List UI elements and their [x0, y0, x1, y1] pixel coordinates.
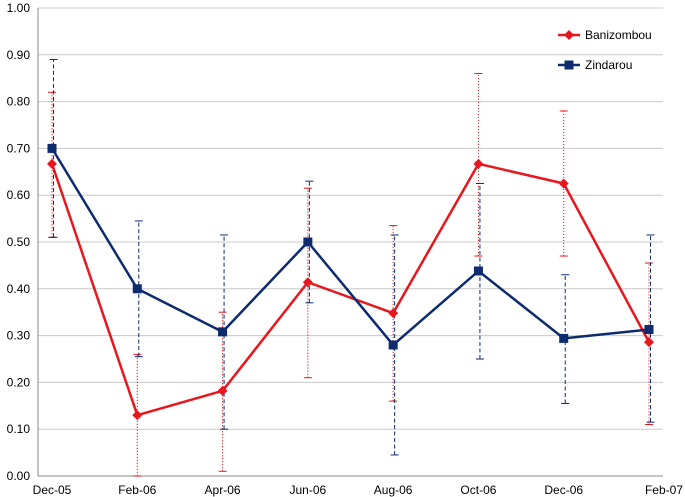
x-axis-ticks: Dec-05 Feb-06 Apr-06 Jun-06 Aug-06 Oct-06 Dec-… — [33, 483, 684, 497]
y-tick-label: 0.50 — [7, 235, 31, 249]
data-point — [47, 143, 57, 153]
legend: Banizombou Zindarou — [558, 28, 652, 72]
x-tick-label: Feb-07 — [645, 483, 683, 497]
y-tick-label: 0.00 — [7, 469, 31, 483]
x-tick-label: Aug-06 — [374, 483, 413, 497]
data-point — [473, 266, 483, 276]
y-tick-label: 0.70 — [7, 141, 31, 155]
series-line — [50, 162, 651, 417]
data-point — [388, 340, 398, 350]
x-tick-label: Jun-06 — [290, 483, 327, 497]
y-tick-label: 0.80 — [7, 95, 31, 109]
data-point — [473, 158, 484, 169]
x-tick-label: Oct-06 — [460, 483, 496, 497]
y-tick-label: 0.60 — [7, 188, 31, 202]
series-lines — [50, 147, 651, 417]
series-line — [50, 147, 650, 347]
y-tick-label: 0.30 — [7, 329, 31, 343]
data-point — [558, 178, 569, 189]
data-point — [132, 410, 143, 421]
data-point — [388, 308, 399, 319]
data-point — [218, 327, 228, 337]
series-markers — [47, 143, 654, 421]
data-point — [47, 158, 57, 169]
legend-swatch-marker — [564, 60, 574, 70]
gridlines — [37, 7, 663, 477]
data-point — [644, 337, 654, 348]
y-tick-label: 0.10 — [7, 422, 31, 436]
data-point — [217, 385, 228, 396]
x-tick-label: Apr-06 — [205, 483, 241, 497]
x-tick-label: Feb-06 — [118, 483, 156, 497]
y-axis-ticks: 0.00 0.10 0.20 0.30 0.40 0.50 0.60 0.70 0.80 0.90… — [7, 1, 31, 483]
y-tick-label: 0.40 — [7, 282, 31, 296]
data-point — [644, 325, 654, 335]
data-point — [303, 237, 313, 247]
legend-swatch-marker — [564, 30, 574, 40]
x-tick-label: Dec-06 — [544, 483, 583, 497]
data-point — [559, 333, 569, 343]
legend-label: Zindarou — [585, 58, 632, 72]
y-tick-label: 0.90 — [7, 48, 31, 62]
y-tick-label: 1.00 — [7, 1, 31, 15]
data-point — [302, 277, 313, 288]
y-tick-label: 0.20 — [7, 375, 31, 389]
legend-label: Banizombou — [585, 28, 652, 42]
data-point — [132, 284, 142, 294]
x-tick-label: Dec-05 — [33, 483, 72, 497]
